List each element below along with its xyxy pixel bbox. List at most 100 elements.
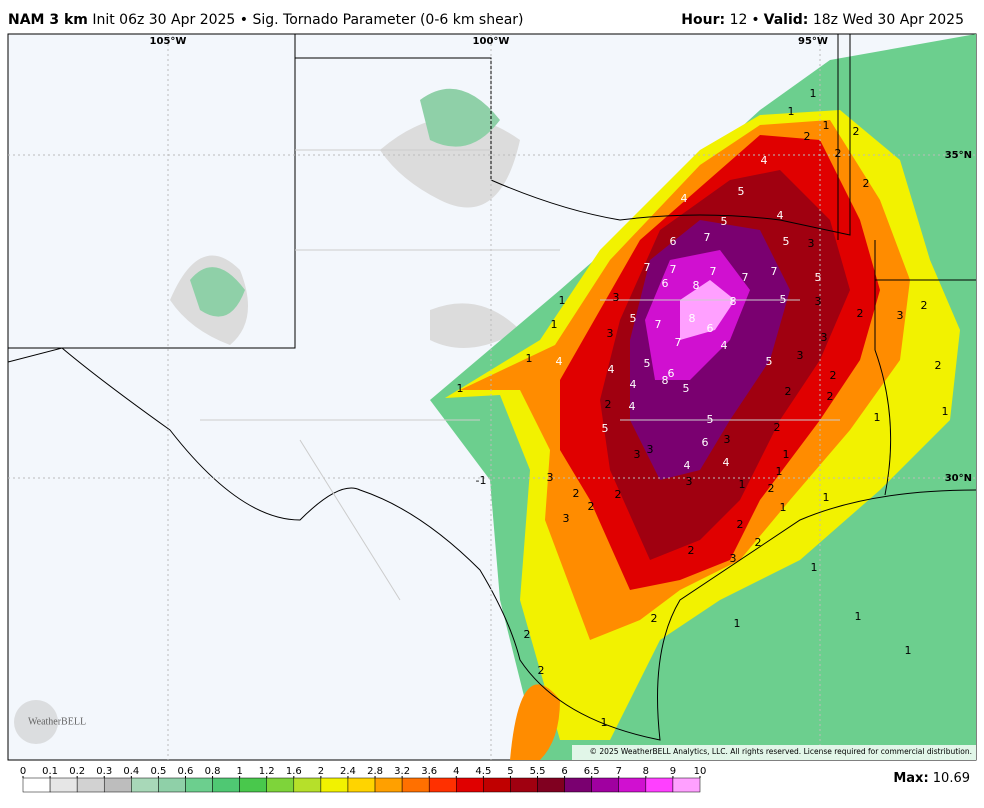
contour-label: 3 bbox=[686, 475, 693, 488]
contour-label: 2 bbox=[524, 628, 531, 641]
contour-label: 2 bbox=[774, 421, 781, 434]
contour-label: 1 bbox=[874, 411, 881, 424]
contour-label: 3 bbox=[897, 309, 904, 322]
colorbar-tick-label: 1.6 bbox=[286, 766, 302, 777]
contour-label: 1 bbox=[780, 501, 787, 514]
colorbar-tick-label: 5 bbox=[507, 766, 513, 777]
colorbar-tick-label: 6 bbox=[561, 766, 567, 777]
contour-label: 1 bbox=[905, 644, 912, 657]
contour-label: 2 bbox=[688, 544, 695, 557]
contour-label: 1 bbox=[823, 119, 830, 132]
colorbar-tick-label: 0.3 bbox=[96, 766, 112, 777]
contour-label: 1 bbox=[855, 610, 862, 623]
colorbar-tick-label: 2.4 bbox=[340, 766, 356, 777]
colorbar-bin bbox=[618, 777, 647, 793]
colorbar-tick-label: 0.1 bbox=[42, 766, 58, 777]
header-left: NAM 3 km Init 06z 30 Apr 2025 • Sig. Tor… bbox=[8, 12, 524, 28]
colorbar-bin bbox=[483, 777, 511, 793]
logo-icon bbox=[14, 700, 58, 744]
contour-label: 4 bbox=[556, 355, 563, 368]
contour-label: 1 bbox=[551, 318, 558, 331]
contour-label: 4 bbox=[681, 192, 688, 205]
contour-label: 4 bbox=[630, 378, 637, 391]
colorbar-tick-label: 0.4 bbox=[123, 766, 139, 777]
colorbar-tick-label: 5.5 bbox=[530, 766, 546, 777]
contour-label: 2 bbox=[737, 518, 744, 531]
contour-label: 1 bbox=[811, 561, 818, 574]
colorbar-bin bbox=[158, 777, 186, 793]
colorbar-tick-label: 1 bbox=[236, 766, 242, 777]
contour-label: 2 bbox=[935, 359, 942, 372]
colorbar-tick-label: 1.2 bbox=[259, 766, 275, 777]
colorbar-bin bbox=[131, 777, 159, 793]
contour-label: 7 bbox=[670, 263, 677, 276]
colorbar-bin bbox=[645, 777, 674, 793]
contour-label: 3 bbox=[730, 552, 737, 565]
contour-label: 5 bbox=[780, 293, 787, 306]
colorbar-bin bbox=[510, 777, 538, 793]
contour-label: 5 bbox=[766, 355, 773, 368]
colorbar-bin bbox=[374, 777, 403, 793]
contour-label: 8 bbox=[689, 312, 696, 325]
contour-label: 1 bbox=[810, 87, 817, 100]
contour-label: 3 bbox=[815, 295, 822, 308]
contour-label: 5 bbox=[721, 215, 728, 228]
state-lines bbox=[8, 34, 976, 760]
contour-label: 3 bbox=[547, 471, 554, 484]
colorbar-tick-label: 0.5 bbox=[150, 766, 166, 777]
contour-label: 2 bbox=[830, 369, 837, 382]
valid-value: 18z Wed 30 Apr 2025 bbox=[812, 12, 964, 28]
contour-label: 5 bbox=[783, 235, 790, 248]
contour-label: 1 bbox=[601, 716, 608, 729]
max: Max: 10.69 bbox=[893, 771, 970, 786]
contour-label: 2 bbox=[857, 307, 864, 320]
contour-label: 1 bbox=[734, 617, 741, 630]
colorbar-tick-label: 0 bbox=[20, 766, 26, 777]
field bbox=[170, 34, 976, 760]
model: NAM 3 km bbox=[8, 12, 88, 28]
contour-label: 4 bbox=[608, 363, 615, 376]
copyright: © 2025 WeatherBELL Analytics, LLC. All r… bbox=[590, 747, 972, 756]
contour-label: 3 bbox=[607, 327, 614, 340]
contour-label: 2 bbox=[615, 488, 622, 501]
colorbar-tick-label: 4.5 bbox=[475, 766, 491, 777]
contour-label: 2 bbox=[827, 390, 834, 403]
colorbar-tick-label: 2.8 bbox=[367, 766, 383, 777]
colorbar-bin bbox=[22, 777, 51, 793]
colorbar-bin bbox=[49, 777, 78, 793]
contour-label: 3 bbox=[724, 433, 731, 446]
colorbar-tick-label: 8 bbox=[643, 766, 649, 777]
colorbar-bin bbox=[456, 777, 484, 793]
colorbar-bin bbox=[401, 777, 430, 793]
colorbar-bin bbox=[185, 777, 213, 793]
lat-label: 30°N bbox=[945, 473, 972, 484]
colorbar-tick-label: 6.5 bbox=[584, 766, 600, 777]
contour-label: 2 bbox=[605, 398, 612, 411]
contour-label: 1 bbox=[788, 105, 795, 118]
contour-label: 7 bbox=[644, 261, 651, 274]
contour-label: 8 bbox=[730, 295, 737, 308]
colorbar-bin bbox=[672, 777, 701, 793]
lon-label: 95°W bbox=[798, 36, 828, 47]
contour-label: 6 bbox=[668, 367, 675, 380]
contour-label: 5 bbox=[644, 357, 651, 370]
contour-label: 1 bbox=[783, 448, 790, 461]
contour-label: 5 bbox=[738, 185, 745, 198]
contour-label: 1 bbox=[823, 491, 830, 504]
contour-label: 2 bbox=[768, 482, 775, 495]
contour-label: 3 bbox=[797, 349, 804, 362]
contour-label: 2 bbox=[921, 299, 928, 312]
contour-label: 3 bbox=[634, 448, 641, 461]
colorbar-tick-label: 4 bbox=[453, 766, 459, 777]
hour-label: Hour: bbox=[681, 12, 726, 28]
contour-label: 2 bbox=[804, 130, 811, 143]
colorbar-bin bbox=[428, 777, 457, 793]
contour-label: 3 bbox=[613, 291, 620, 304]
contour-label: 1 bbox=[457, 382, 464, 395]
header-right: Hour: 12 • Valid: 18z Wed 30 Apr 2025 bbox=[681, 12, 964, 28]
lon-label: 105°W bbox=[150, 36, 187, 47]
contour-label: 3 bbox=[563, 512, 570, 525]
contour-label: 5 bbox=[707, 413, 714, 426]
contour-label: 6 bbox=[670, 235, 677, 248]
contour-label: 2 bbox=[853, 125, 860, 138]
